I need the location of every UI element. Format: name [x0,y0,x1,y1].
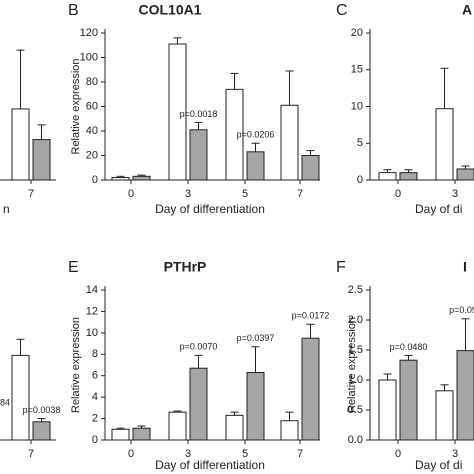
panel-label: C [336,2,348,19]
y-tick-label: 4 [92,391,98,403]
y-tick-label: 20 [86,149,98,161]
x-tick-label: 5 [242,448,248,460]
y-tick-label: 80 [86,76,98,88]
y-axis-label: Relative expression [70,59,82,155]
bar [189,129,208,181]
y-tick-label: 6 [92,370,98,382]
bar [280,420,299,441]
p-value-label: p=0.0018 [180,109,218,119]
y-tick-label: 10 [86,327,98,339]
chart-title: PTHrP [164,259,207,275]
y-tick-label: 2.5 [348,284,363,296]
bar [456,168,474,181]
bar [456,350,474,441]
x-tick-label: 7 [28,188,34,200]
y-tick-label: 8 [92,348,98,360]
x-axis-label: Day of differentiation [155,458,265,472]
y-tick-label: 15 [351,64,363,76]
y-tick-label: 14 [86,284,98,296]
bar [301,155,320,181]
x-tick-label: 5 [242,188,248,200]
bar [246,151,265,181]
bar [189,367,208,441]
bar [225,414,244,441]
x-tick-label: 0 [128,448,134,460]
p-value-label: p=0.090 [449,305,474,315]
x-axis-label: Day of differentiation [155,202,265,216]
x-tick-label: 0 [128,188,134,200]
x-tick-label: 3 [185,448,191,460]
bar [132,175,151,181]
bar [280,104,299,181]
bar [301,337,320,441]
p-value-label: p=0.0172 [292,311,330,321]
p-value-label: p=0.0480 [390,342,428,352]
bar [246,372,265,441]
y-tick-label: 0 [357,174,363,186]
y-tick-label: 120 [80,27,98,39]
bar [11,354,30,441]
bar [132,427,151,441]
bar [399,359,418,441]
chart-title: COL10A1 [138,2,201,18]
y-axis-label: Relative expression [346,317,358,413]
p-value-fragment: 84 [0,397,10,407]
bar [11,108,30,181]
bar [111,177,130,181]
panel-label: E [68,259,79,276]
y-tick-label: 0 [92,434,98,446]
x-tick-label: 7 [297,188,303,200]
y-tick-label: 60 [86,100,98,112]
bar [111,428,130,441]
x-tick-label: 7 [28,448,34,460]
y-tick-label: 1.5 [348,344,363,356]
bar [435,108,454,181]
y-tick-label: 100 [80,51,98,63]
p-value-label: p=0.0038 [23,405,61,415]
x-axis-label: Day of di [415,458,462,472]
p-value-label: p=0.0206 [237,130,275,140]
x-tick-label: 3 [185,188,191,200]
bar [399,172,418,181]
x-axis-label: Day of di [415,202,462,216]
bar [378,379,397,441]
p-value-label: p=0.0397 [237,333,275,343]
y-tick-label: 0.0 [348,434,363,446]
y-tick-label: 20 [351,27,363,39]
x-tick-label: 0 [395,188,401,200]
chart-title: I [463,259,467,275]
x-tick-label: 3 [452,448,458,460]
y-axis-label: Relative expression [70,317,82,413]
panel-label: F [336,259,346,276]
chart-title: A [462,2,472,18]
x-axis-label: n [3,202,10,216]
bar [32,421,51,441]
bar [378,172,397,181]
y-tick-label: 0.5 [348,404,363,416]
y-tick-label: 2.0 [348,314,363,326]
x-tick-label: 0 [395,448,401,460]
panel-label: B [68,2,79,19]
y-tick-label: 2 [92,412,98,424]
p-value-label: p=0.0070 [180,342,218,352]
x-tick-label: 3 [452,188,458,200]
y-tick-label: 12 [86,305,98,317]
bar [32,139,51,181]
x-tick-label: 7 [297,448,303,460]
bar [168,411,187,441]
y-tick-label: 40 [86,125,98,137]
bar [435,390,454,441]
y-tick-label: 1.0 [348,374,363,386]
y-tick-label: 10 [351,100,363,112]
y-tick-label: 0 [92,174,98,186]
y-tick-label: 5 [357,137,363,149]
